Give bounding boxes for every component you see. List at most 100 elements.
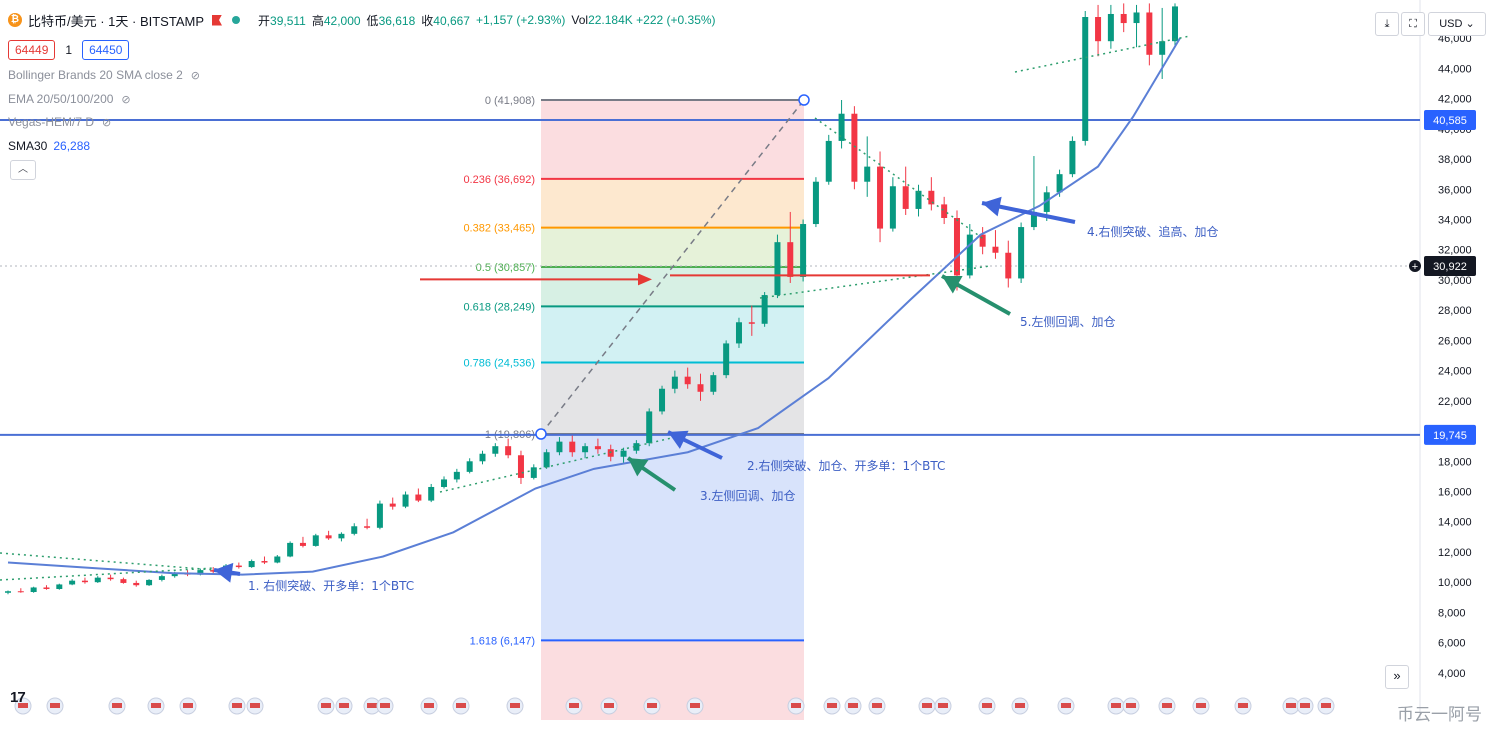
volume-change: +222 (+0.35%)	[636, 13, 716, 27]
candle-body	[171, 573, 178, 577]
event-flag-icon	[1286, 703, 1296, 708]
candle-body	[5, 591, 11, 593]
event-flag-icon	[982, 703, 992, 708]
event-flag-icon	[1111, 703, 1121, 708]
fib-level-label: 0 (41,908)	[485, 95, 535, 107]
fib-zone	[541, 306, 804, 363]
arrow-entry-5-head	[942, 276, 963, 294]
y-tick-label: 24,000	[1438, 366, 1472, 378]
collapse-legend-button[interactable]: ︿	[10, 160, 36, 180]
add-alert-icon	[1409, 260, 1421, 273]
candle-body	[1172, 6, 1178, 42]
event-flag-icon	[151, 703, 161, 708]
candle-body	[569, 441, 576, 453]
candle-body	[659, 388, 666, 412]
candle-body	[941, 204, 948, 218]
plus-icon: +	[1412, 261, 1418, 273]
candle-body	[120, 579, 127, 583]
event-flag-icon	[456, 703, 466, 708]
candle-body	[607, 449, 614, 457]
candle-body	[646, 411, 653, 444]
candle-body	[851, 113, 858, 182]
fib-zone	[541, 362, 804, 434]
event-flag-icon	[367, 703, 377, 708]
sell-price-button[interactable]: 64449	[8, 40, 56, 60]
buy-price-button[interactable]: 64450	[82, 40, 130, 60]
currency-label: USD	[1439, 18, 1463, 30]
eye-hidden-icon[interactable]: ⊘	[102, 116, 112, 129]
candle-body	[69, 580, 76, 585]
trend-line	[0, 552, 216, 571]
event-flag-icon	[183, 703, 193, 708]
candle-body	[505, 446, 512, 456]
fib-level-label: 1.618 (6,147)	[470, 635, 535, 647]
indicator-vegas[interactable]: Vegas-HEM/7 D ⊘	[8, 115, 111, 129]
indicator-ema[interactable]: EMA 20/50/100/200 ⊘	[8, 92, 131, 106]
y-tick-label: 22,000	[1438, 396, 1472, 408]
candle-body	[530, 467, 537, 478]
price-tag-label: 19,745	[1433, 430, 1467, 442]
y-tick-label: 10,000	[1438, 577, 1472, 589]
watermark: 币云一阿号	[1397, 705, 1482, 724]
close-label: 收	[421, 13, 434, 28]
trend-line	[439, 435, 681, 493]
volume: Vol22.184K +222 (+0.35%)	[571, 13, 715, 27]
candle-body	[479, 453, 486, 462]
event-flag-icon	[250, 703, 260, 708]
candle-body	[517, 455, 524, 478]
candle-body	[1082, 17, 1089, 141]
eye-hidden-icon[interactable]: ⊘	[121, 93, 131, 106]
chart-header: ₿ 比特币/美元 · 1天 · BITSTAMP 开39,511 高42,000…	[8, 8, 722, 32]
candle-body	[800, 224, 807, 277]
candle-body	[299, 542, 306, 546]
scroll-to-latest-button[interactable]: »	[1385, 665, 1409, 689]
indicator-sma30[interactable]: SMA30 26,288	[8, 139, 90, 153]
candle-body	[1120, 13, 1127, 24]
y-tick-label: 42,000	[1438, 94, 1472, 106]
y-tick-label: 34,000	[1438, 215, 1472, 227]
close-value: 40,667	[433, 13, 470, 28]
event-flag-icon	[827, 703, 837, 708]
candle-body	[312, 535, 319, 546]
trend-line	[814, 117, 986, 241]
annotation-label: 1. 右侧突破、开多单：1个BTC	[248, 578, 414, 593]
volume-label: Vol	[571, 13, 589, 27]
change-value: +1,157 (+2.93%)	[475, 13, 566, 27]
fib-anchor-line	[540, 99, 805, 435]
candle-body	[620, 450, 627, 457]
candle-body	[1005, 252, 1012, 279]
event-flag-icon	[321, 703, 331, 708]
fib-anchor-point	[535, 428, 547, 440]
candle-body	[1030, 211, 1037, 228]
candle-body	[1133, 12, 1140, 24]
arrow-entry-2-head	[668, 430, 689, 449]
candle-body	[633, 443, 640, 451]
candle-body	[710, 375, 717, 392]
y-tick-label: 14,000	[1438, 517, 1472, 529]
fib-level-label: 0.5 (30,857)	[476, 262, 535, 274]
candle-body	[697, 384, 704, 392]
eye-hidden-icon[interactable]: ⊘	[190, 69, 200, 82]
currency-select[interactable]: USD ⌄	[1428, 12, 1486, 36]
indicator-bollinger[interactable]: Bollinger Brands 20 SMA close 2 ⊘	[8, 68, 200, 82]
y-tick-label: 8,000	[1438, 607, 1466, 619]
y-tick-label: 12,000	[1438, 547, 1472, 559]
y-tick-label: 36,000	[1438, 184, 1472, 196]
candle-body	[197, 570, 204, 575]
arrow-entry-3-head	[628, 458, 649, 477]
candle-body	[287, 542, 294, 557]
candle-body	[825, 140, 832, 182]
bitcoin-icon: ₿	[8, 13, 22, 27]
event-flag-icon	[1238, 703, 1248, 708]
event-flag-icon	[1015, 703, 1025, 708]
download-button[interactable]: ⤓	[1375, 12, 1399, 36]
fullscreen-button[interactable]: ⛶	[1401, 12, 1425, 36]
event-flag-icon	[647, 703, 657, 708]
red-arrow-head	[638, 273, 652, 286]
event-flag-icon	[232, 703, 242, 708]
fib-zone	[541, 100, 804, 179]
candle-body	[812, 181, 819, 225]
candle-body	[979, 234, 986, 247]
symbol-title[interactable]: 比特币/美元 · 1天 · BITSTAMP	[28, 13, 204, 29]
